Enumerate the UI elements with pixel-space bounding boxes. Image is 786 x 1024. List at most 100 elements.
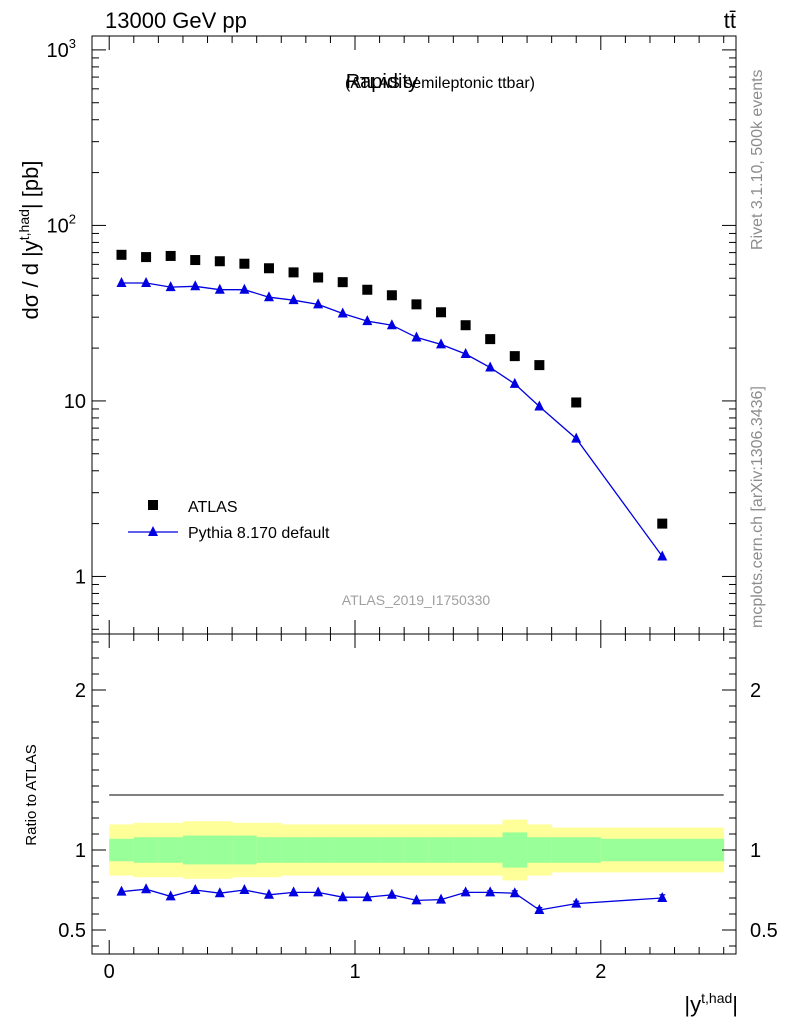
ratio-inner-band <box>404 837 430 863</box>
ratio-inner-band <box>428 837 454 863</box>
atlas-data-point <box>460 320 471 331</box>
main-y-tick-label: 1 <box>75 566 86 588</box>
pythia-data-point <box>116 276 127 287</box>
legend-pythia-label: Pythia 8.170 default <box>188 525 330 542</box>
pythia-data-point <box>460 348 471 359</box>
chart-subtitle: (ATLAS semileptonic ttbar) <box>345 75 535 92</box>
pythia-data-point <box>313 298 324 309</box>
ratio-data-point <box>657 892 668 902</box>
legend: ATLAS Pythia 8.170 default <box>128 499 330 542</box>
ratio-y-tick-label-right: 2 <box>750 680 761 702</box>
x-axis-label: |yt,had| <box>684 990 738 1017</box>
analysis-id-label: ATLAS_2019_I1750330 <box>342 592 491 608</box>
ratio-data-point <box>214 887 225 898</box>
mcplots-label: mcplots.cern.ch [arXiv:1306.3436] <box>749 386 766 628</box>
atlas-data-point <box>165 250 176 261</box>
ratio-data-point <box>313 886 324 897</box>
ratio-y-axis-label: Ratio to ATLAS <box>23 744 40 845</box>
pythia-data-point <box>571 432 582 443</box>
ratio-inner-band <box>379 837 405 863</box>
ratio-data-point <box>534 904 545 914</box>
legend-atlas-label: ATLAS <box>188 499 238 516</box>
ratio-inner-band <box>305 837 331 863</box>
energy-label: 13000 GeV pp <box>105 8 247 33</box>
pythia-data-point <box>436 338 447 349</box>
legend-atlas-marker <box>148 500 158 510</box>
atlas-data-point <box>288 267 299 278</box>
atlas-data-point <box>657 518 668 529</box>
ratio-data-point <box>141 883 152 894</box>
pythia-data-point <box>657 550 668 561</box>
pythia-line <box>121 282 663 557</box>
pythia-data-point <box>485 361 496 372</box>
ratio-y-tick-label-left: 1 <box>75 840 86 862</box>
ratio-frame <box>91 633 737 955</box>
ratio-inner-band <box>330 837 356 863</box>
main-y-axis-label: dσ / d |yt,had| [pb] <box>16 161 43 320</box>
rivet-version-label: Rivet 3.1.10, 500k events <box>749 69 766 250</box>
ratio-inner-band <box>109 838 135 862</box>
process-label: tt̄ <box>724 8 736 33</box>
atlas-data-point <box>436 307 447 318</box>
x-tick-label: 2 <box>595 961 606 983</box>
ratio-axis-ticks: 0.5 0.5 1 1 2 2 0 1 2 <box>58 634 778 983</box>
pythia-data-point <box>263 291 274 302</box>
atlas-data-point <box>571 397 582 408</box>
atlas-data-point <box>509 351 520 362</box>
ratio-data-point <box>386 888 397 899</box>
atlas-data-point <box>116 249 127 260</box>
ratio-data-point <box>337 891 348 902</box>
atlas-data-point <box>362 284 373 295</box>
x-tick-label: 1 <box>349 961 360 983</box>
ratio-y-tick-label-left: 2 <box>75 680 86 702</box>
chart-title: Rapidity <box>346 71 418 93</box>
ratio-inner-band <box>453 837 479 863</box>
ratio-inner-band <box>256 837 282 863</box>
ratio-inner-band <box>600 838 725 862</box>
pythia-data-point <box>534 400 545 411</box>
ratio-inner-band <box>207 835 233 865</box>
ratio-inner-band <box>182 835 208 865</box>
pythia-data-point <box>190 280 201 291</box>
main-y-tick-label: 103 <box>47 36 76 62</box>
main-frame <box>91 35 737 635</box>
main-axis-ticks: 1 10 102 103 <box>47 36 736 634</box>
ratio-data-point <box>263 888 274 899</box>
ratio-data-point <box>288 886 299 897</box>
pythia-data-point <box>337 307 348 318</box>
pythia-data-point <box>141 276 152 287</box>
ratio-y-tick-label-right: 0.5 <box>750 920 778 942</box>
ratio-pythia-line <box>121 888 663 911</box>
pythia-data-point <box>509 377 520 388</box>
atlas-data-point <box>190 255 201 266</box>
ratio-inner-band <box>158 837 184 863</box>
ratio-data-point <box>190 884 201 894</box>
ratio-inner-band <box>281 837 307 863</box>
ratio-data-point <box>116 885 127 896</box>
main-y-tick-label: 102 <box>47 211 76 237</box>
pythia-data-point <box>386 319 397 330</box>
ratio-data-point <box>239 884 250 894</box>
atlas-data-point <box>141 252 152 263</box>
ratio-inner-band <box>232 835 258 865</box>
pythia-data-point <box>214 283 225 294</box>
atlas-data-point <box>239 258 250 269</box>
atlas-data-point <box>386 290 397 301</box>
atlas-data-point <box>485 334 496 345</box>
ratio-inner-band <box>502 832 528 868</box>
atlas-data-point <box>411 299 422 310</box>
pythia-data-point <box>165 281 176 292</box>
legend-pythia-marker <box>148 526 158 536</box>
ratio-data-point <box>165 890 176 901</box>
ratio-data-point <box>571 897 582 908</box>
main-y-tick-label: 10 <box>64 391 86 413</box>
ratio-inner-band <box>355 837 380 863</box>
atlas-data-point <box>313 272 324 283</box>
atlas-data-point <box>337 277 348 288</box>
ratio-data-point <box>411 894 422 905</box>
ratio-data-point <box>485 886 496 897</box>
atlas-data-point <box>263 263 274 274</box>
ratio-inner-band <box>477 837 503 863</box>
ratio-data-point <box>362 891 373 902</box>
